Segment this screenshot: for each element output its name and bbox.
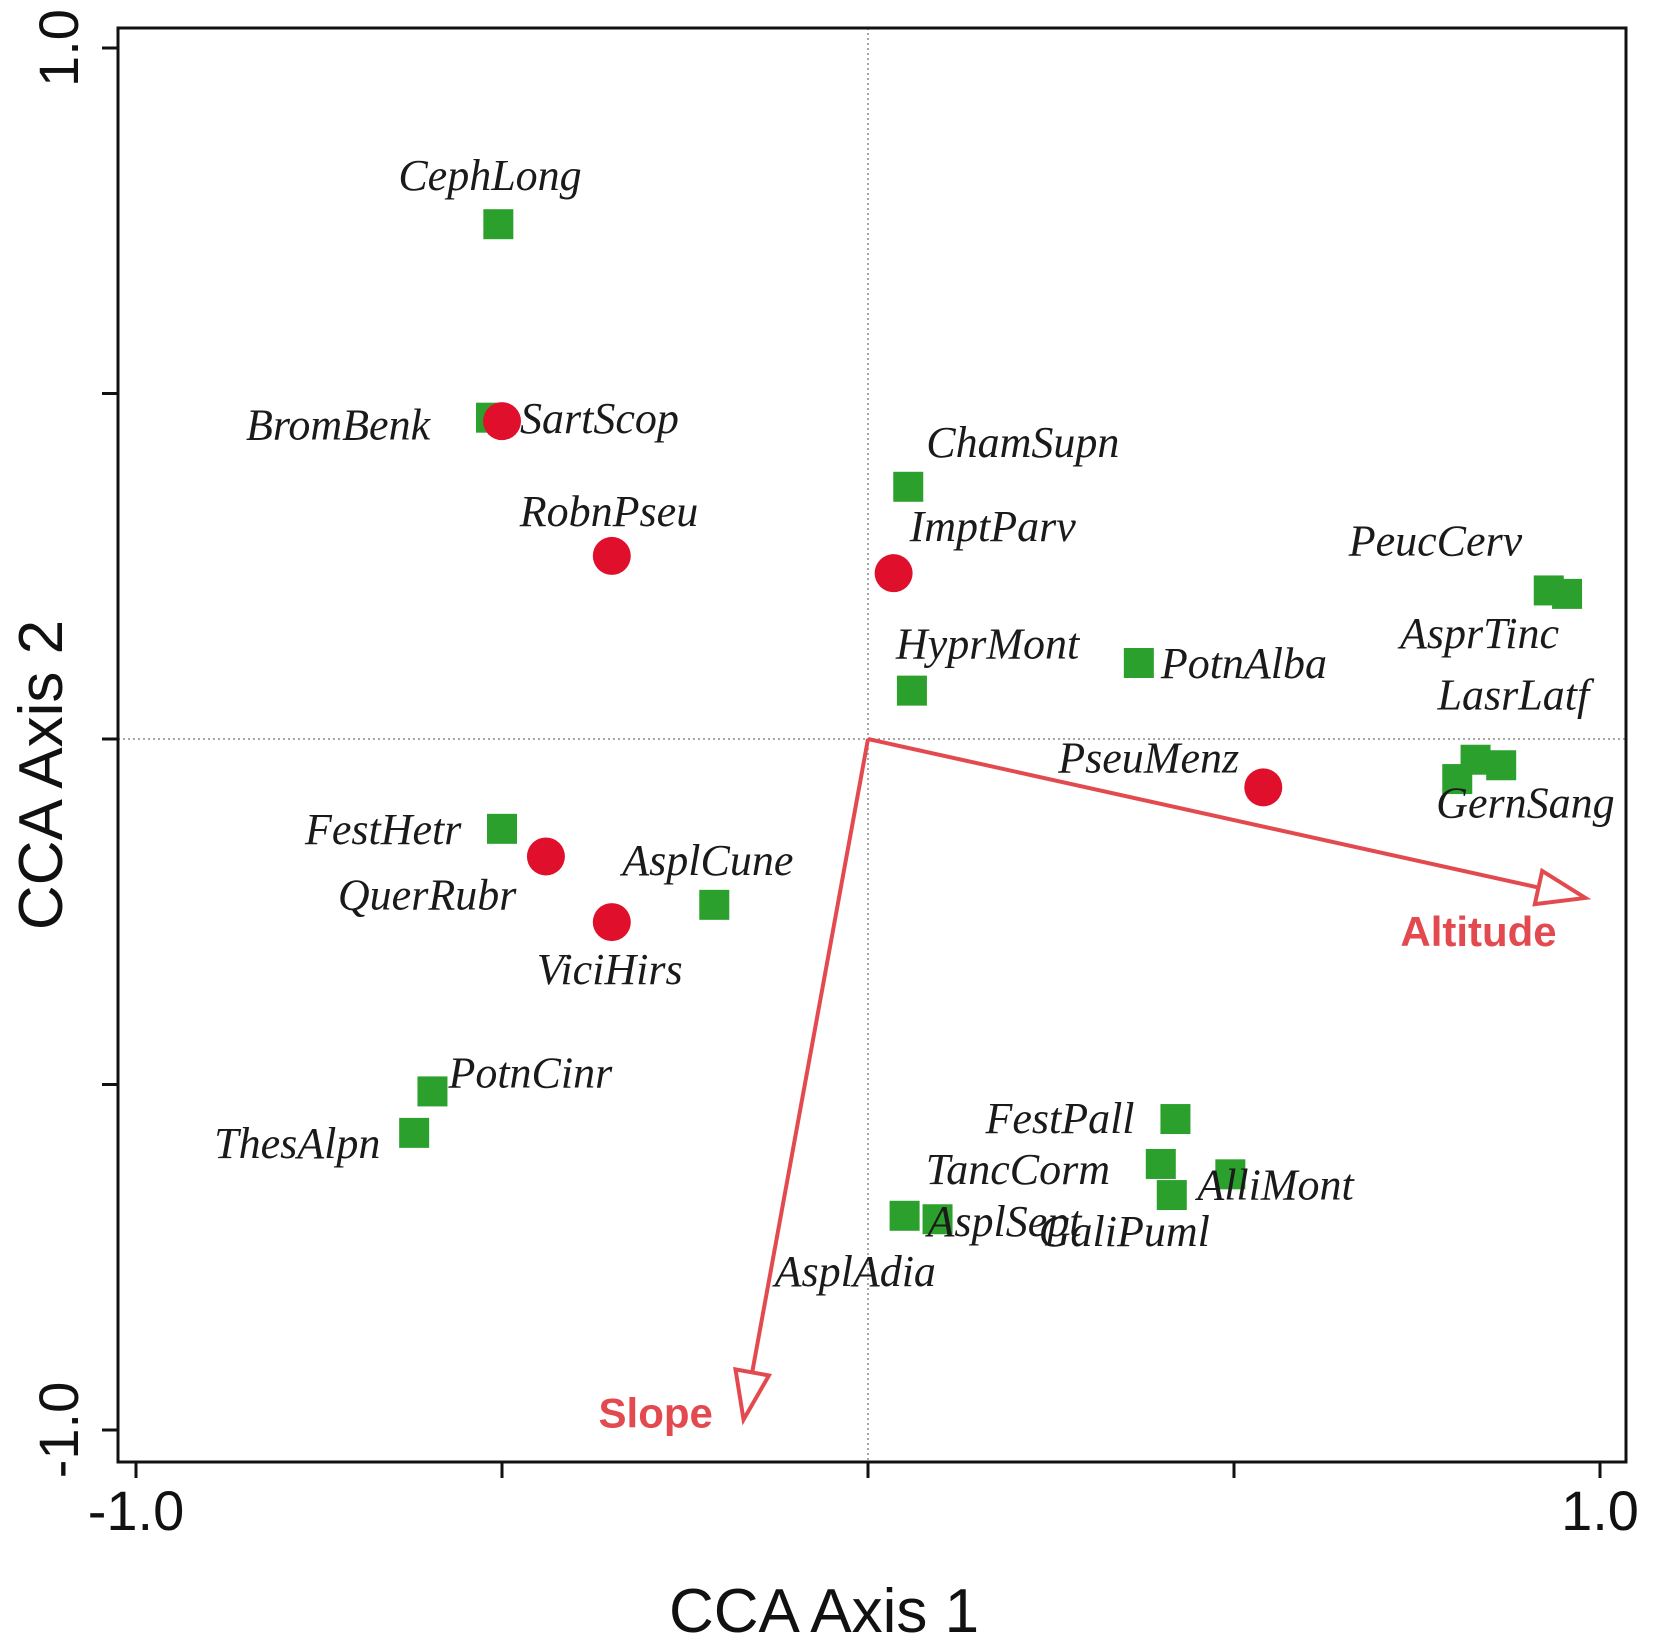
label-galipuml: GaliPuml (1039, 1207, 1210, 1256)
square-markers (399, 209, 1583, 1235)
label-hyprmont: HyprMont (895, 620, 1081, 669)
label-allimont: AlliMont (1194, 1160, 1355, 1209)
label-querrubr: QuerRubr (338, 870, 517, 919)
vector-arrowhead (733, 1366, 773, 1426)
label-asplsept: AsplSept (925, 1197, 1084, 1246)
circle-point-vicihirs (592, 903, 631, 942)
label-asprtinc: AsprTinc (1397, 609, 1559, 658)
circle-point-imptparv (874, 554, 913, 593)
y-tick-label: -1.0 (27, 1382, 90, 1479)
vector-arrowhead (1532, 867, 1592, 907)
label-asplcune: AsplCune (619, 836, 793, 885)
environment-vectors: Altitude Slope (599, 737, 1592, 1437)
vector-altitude: Altitude (867, 737, 1592, 955)
square-point-potncinr (417, 1076, 448, 1107)
species-labels: CephLong BromBenk ChamSupn PeucCerv AsprTinc… (214, 151, 1614, 1296)
x-tick-label: -1.0 (88, 1479, 185, 1542)
vector-line (867, 737, 1539, 890)
label-lasrlatf: LasrLatf (1437, 671, 1595, 720)
square-point-asplcune (699, 889, 730, 920)
axis-tick-labels: -1.0 1.0 -1.0 1.0 (27, 9, 1639, 1542)
label-pseumenz: PseuMenz (1057, 733, 1239, 782)
label-gernsang: GernSang (1436, 778, 1614, 827)
square-point-hyprmont (896, 675, 927, 706)
circle-point-sartscop (483, 402, 521, 441)
vector-label-altitude: Altitude (1400, 908, 1556, 955)
square-point-asprtinc (1552, 578, 1583, 609)
square-point-festhetr (487, 813, 517, 844)
label-imptparv: ImptParv (909, 502, 1077, 551)
square-point-9 (1442, 764, 1473, 795)
circle-point-querrubr (526, 837, 565, 876)
square-point-aspladia (889, 1200, 920, 1231)
axis-ticks (102, 46, 1602, 1478)
square-point-thesalpn (399, 1117, 430, 1148)
vector-label-slope: Slope (599, 1390, 713, 1437)
label-festhetr: FestHetr (304, 805, 462, 854)
label-sartscop: SartScop (520, 394, 679, 443)
square-point-cephlong (483, 209, 514, 240)
label-aspladia: AsplAdia (772, 1247, 936, 1296)
square-point-potnalba (1123, 647, 1154, 678)
x-axis-title: CCA Axis 1 (669, 1577, 979, 1646)
plot-frame (116, 26, 1628, 1464)
square-point-asplsept (922, 1204, 953, 1235)
label-thesalpn: ThesAlpn (214, 1119, 380, 1168)
label-festpall: FestPall (984, 1094, 1134, 1143)
label-brombenk: BromBenk (246, 401, 432, 450)
circle-point-pseumenz (1244, 768, 1283, 807)
label-chamsupn: ChamSupn (926, 418, 1119, 467)
label-peuccerv: PeucCerv (1348, 516, 1523, 565)
label-vicihirs: ViciHirs (537, 945, 683, 994)
label-potncinr: PotnCinr (447, 1048, 613, 1097)
label-cephlong: CephLong (398, 151, 581, 200)
label-tanccorm: TancCorm (926, 1145, 1110, 1194)
y-axis-title: CCA Axis 2 (7, 620, 76, 930)
vector-slope: Slope (599, 738, 870, 1437)
square-point-galipuml (1156, 1180, 1187, 1211)
circle-markers (483, 402, 1283, 942)
square-point-festpall (1160, 1104, 1191, 1135)
label-potnalba: PotnAlba (1160, 639, 1327, 688)
square-point-allimont (1215, 1159, 1246, 1190)
square-point-chamsupn (893, 471, 924, 502)
square-point-gernsang (1486, 750, 1517, 781)
circle-point-robnpseu (592, 536, 631, 575)
label-robnpseu: RobnPseu (519, 487, 698, 536)
x-tick-label: 1.0 (1561, 1479, 1639, 1542)
vector-line (750, 738, 870, 1373)
square-point-tanccorm (1145, 1148, 1176, 1179)
y-tick-label: 1.0 (27, 9, 90, 87)
